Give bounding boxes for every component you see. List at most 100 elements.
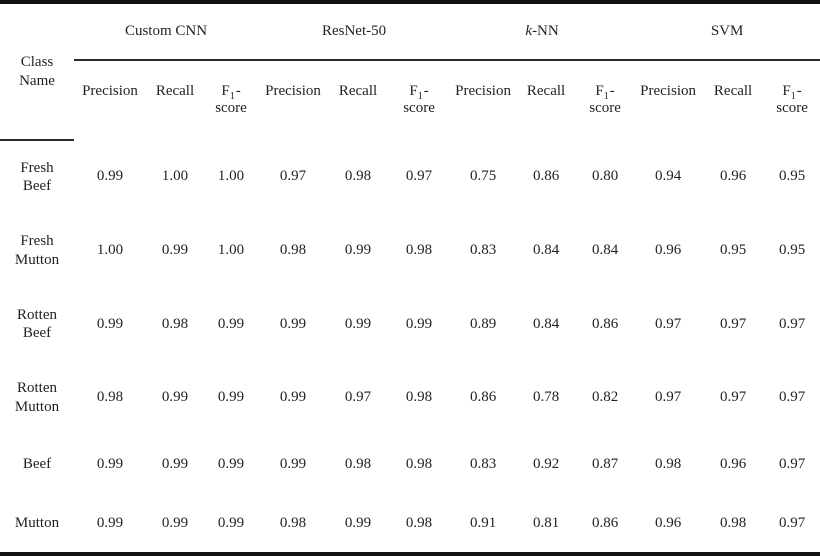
metric-value: 0.86 <box>591 315 619 332</box>
metric-value: 0.96 <box>654 242 682 259</box>
metric-value: 0.97 <box>778 315 806 332</box>
table-row-mutton: Mutton 0.99 0.99 0.99 0.98 0.99 0.98 0.9… <box>0 494 820 554</box>
class-name-header-line1: Class <box>20 53 54 70</box>
metric-value: 0.97 <box>344 389 372 406</box>
metric-value: 0.99 <box>161 514 189 531</box>
group-header-custom-cnn: Custom CNN <box>74 2 259 61</box>
class-cell: Fresh Beef <box>20 159 54 195</box>
metric-value: 0.99 <box>161 242 189 259</box>
metric-value: 0.99 <box>96 168 124 185</box>
group-header-knn: k-NN <box>450 2 635 61</box>
class-name-header-line2: Name <box>19 72 55 89</box>
metric-value: 0.98 <box>344 456 372 473</box>
metric-value: 0.96 <box>654 514 682 531</box>
svm-precision-header: Precision <box>640 83 696 99</box>
knn-f1-header: F1- score <box>589 83 621 117</box>
metric-value: 0.96 <box>719 456 747 473</box>
metric-value: 0.84 <box>532 242 560 259</box>
cnn-f1-header: F1- score <box>215 83 247 117</box>
knn-k-italic: k <box>525 23 533 39</box>
cnn-recall-header: Recall <box>155 83 195 99</box>
metric-value: 0.98 <box>405 389 433 406</box>
metric-value: 0.97 <box>778 456 806 473</box>
metric-value: 0.97 <box>719 389 747 406</box>
metric-value: 0.95 <box>778 168 806 185</box>
metric-value: 0.98 <box>279 242 307 259</box>
metric-value: 0.99 <box>217 315 245 332</box>
table-row-fresh-mutton: Fresh Mutton 1.00 0.99 1.00 0.98 0.99 0.… <box>0 214 820 288</box>
metric-value: 0.99 <box>96 456 124 473</box>
metric-header-row: Precision Recall F1- score Precision Reca… <box>0 60 820 140</box>
model-group-header-row: Class Name Custom CNN ResNet-50 k-NN SVM <box>0 2 820 141</box>
metric-value: 0.98 <box>654 456 682 473</box>
table-row-beef: Beef 0.99 0.99 0.99 0.99 0.98 0.98 0.83 … <box>0 435 820 495</box>
svm-f1-header: F1- score <box>776 83 808 117</box>
metric-value: 0.99 <box>217 456 245 473</box>
metric-value: 0.98 <box>161 315 189 332</box>
class-cell: Beef <box>22 456 52 473</box>
resnet-f1-header: F1- score <box>403 83 435 117</box>
metric-value: 0.98 <box>405 456 433 473</box>
metric-value: 0.97 <box>279 168 307 185</box>
table-row-fresh-beef: Fresh Beef 0.99 1.00 1.00 0.97 0.98 0.97… <box>0 140 820 214</box>
group-header-resnet-50: ResNet-50 <box>258 2 451 61</box>
metric-value: 0.97 <box>778 389 806 406</box>
knn-precision-header: Precision <box>455 83 511 99</box>
knn-recall-header: Recall <box>526 83 566 99</box>
metric-value: 0.99 <box>279 456 307 473</box>
resnet-recall-header: Recall <box>338 83 378 99</box>
metric-value: 0.96 <box>719 168 747 185</box>
metric-value: 0.97 <box>405 168 433 185</box>
metric-value: 0.81 <box>532 514 560 531</box>
metric-value: 0.99 <box>405 315 433 332</box>
group-header-svm: SVM <box>634 2 820 61</box>
class-cell: Rotten Mutton <box>14 380 60 415</box>
metric-value: 0.92 <box>532 456 560 473</box>
metric-value: 0.98 <box>405 514 433 531</box>
metric-value: 0.97 <box>654 315 682 332</box>
metric-value: 0.98 <box>719 514 747 531</box>
metric-value: 0.99 <box>279 389 307 406</box>
table-row-rotten-mutton: Rotten Mutton 0.98 0.99 0.99 0.99 0.97 0… <box>0 361 820 435</box>
metric-value: 0.82 <box>591 389 619 406</box>
metric-value: 0.86 <box>591 514 619 531</box>
metric-value: 0.97 <box>778 514 806 531</box>
metric-value: 0.86 <box>469 389 497 406</box>
table-row-rotten-beef: Rotten Beef 0.99 0.98 0.99 0.99 0.99 0.9… <box>0 287 820 361</box>
metric-value: 0.95 <box>719 242 747 259</box>
metric-value: 0.98 <box>405 242 433 259</box>
metric-value: 0.87 <box>591 456 619 473</box>
metric-value: 1.00 <box>96 242 124 259</box>
metric-value: 0.98 <box>96 389 124 406</box>
class-cell: Fresh Mutton <box>14 232 60 268</box>
metric-value: 0.94 <box>654 168 682 185</box>
metric-value: 0.95 <box>778 242 806 259</box>
metric-value: 0.99 <box>161 389 189 406</box>
metric-value: 0.78 <box>532 389 560 406</box>
metric-value: 0.98 <box>279 514 307 531</box>
metric-value: 0.91 <box>469 514 497 531</box>
metric-value: 0.89 <box>469 315 497 332</box>
metric-value: 0.84 <box>591 242 619 259</box>
metric-value: 1.00 <box>217 242 245 259</box>
resnet-precision-header: Precision <box>265 83 321 99</box>
metric-value: 0.99 <box>96 315 124 332</box>
metric-value: 0.80 <box>591 168 619 185</box>
metric-value: 0.99 <box>279 315 307 332</box>
metric-value: 1.00 <box>217 168 245 185</box>
metric-value: 0.99 <box>217 514 245 531</box>
metric-value: 0.98 <box>344 168 372 185</box>
metric-value: 0.99 <box>217 389 245 406</box>
metric-value: 0.83 <box>469 242 497 259</box>
metric-value: 0.84 <box>532 315 560 332</box>
class-name-header: Class Name <box>0 2 74 141</box>
metric-value: 0.75 <box>469 168 497 185</box>
metric-value: 0.97 <box>654 389 682 406</box>
metric-value: 0.97 <box>719 315 747 332</box>
cnn-precision-header: Precision <box>82 83 138 99</box>
class-cell: Mutton <box>14 514 60 531</box>
metric-value: 0.99 <box>96 514 124 531</box>
metric-value: 0.99 <box>344 315 372 332</box>
metric-value: 1.00 <box>161 168 189 185</box>
